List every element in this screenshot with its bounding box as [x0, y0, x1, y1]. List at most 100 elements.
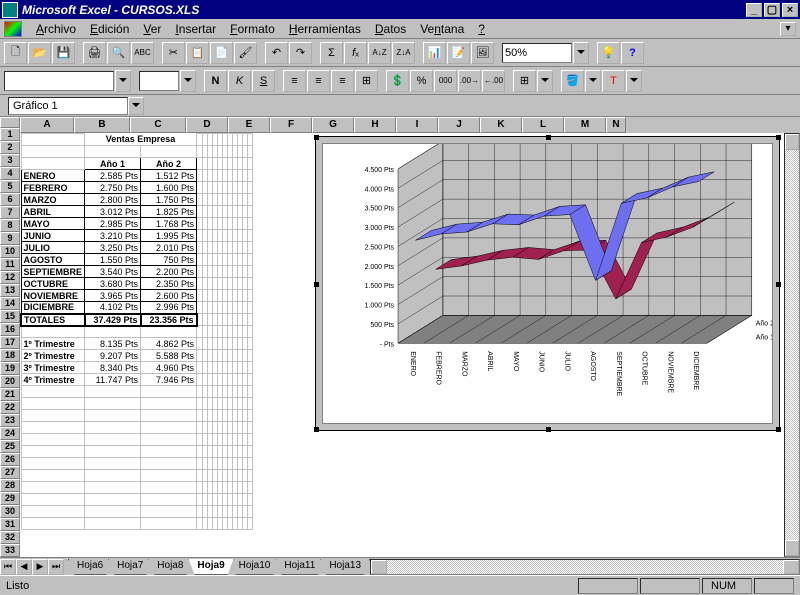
tab-last-button[interactable]: ⏭: [48, 559, 64, 575]
row-header-4[interactable]: 4: [0, 167, 20, 180]
col-header-I[interactable]: I: [396, 117, 438, 133]
row-header-30[interactable]: 30: [0, 505, 20, 518]
row-header-12[interactable]: 12: [0, 271, 20, 284]
col-header-E[interactable]: E: [228, 117, 270, 133]
chart-wizard-button[interactable]: 📊: [423, 42, 446, 64]
row-header-17[interactable]: 17: [0, 336, 20, 349]
row-header-33[interactable]: 33: [0, 544, 20, 557]
row-header-9[interactable]: 9: [0, 232, 20, 245]
scroll-down-button[interactable]: [785, 540, 799, 556]
minimize-button[interactable]: _: [746, 3, 762, 17]
redo-button[interactable]: ↷: [289, 42, 312, 64]
menu-edicion[interactable]: Edición: [90, 22, 129, 36]
excel-logo-icon[interactable]: [4, 21, 22, 37]
row-header-5[interactable]: 5: [0, 180, 20, 193]
sheet-tab-hoja6[interactable]: Hoja6: [68, 559, 112, 575]
menu-formato[interactable]: Formato: [230, 22, 275, 36]
name-box[interactable]: Gráfico 1: [8, 97, 128, 115]
underline-button[interactable]: S: [252, 70, 275, 92]
row-header-28[interactable]: 28: [0, 479, 20, 492]
col-header-G[interactable]: G: [312, 117, 354, 133]
row-header-20[interactable]: 20: [0, 375, 20, 388]
row-header-22[interactable]: 22: [0, 401, 20, 414]
sheet-tab-hoja8[interactable]: Hoja8: [148, 559, 192, 575]
row-header-19[interactable]: 19: [0, 362, 20, 375]
tab-prev-button[interactable]: ◀: [16, 559, 32, 575]
tab-first-button[interactable]: ⏮: [0, 559, 16, 575]
cell-grid[interactable]: Ventas EmpresaAño 1Año 2ENERO2.585 Pts1.…: [20, 133, 253, 530]
close-button[interactable]: ×: [782, 3, 798, 17]
decrease-decimal-button[interactable]: ←.00: [482, 70, 505, 92]
col-header-J[interactable]: J: [438, 117, 480, 133]
font-color-dropdown-button[interactable]: [626, 70, 642, 92]
col-header-H[interactable]: H: [354, 117, 396, 133]
function-button[interactable]: fₓ: [344, 42, 367, 64]
col-header-L[interactable]: L: [522, 117, 564, 133]
format-painter-button[interactable]: 🖌: [234, 42, 257, 64]
fill-color-dropdown-button[interactable]: [585, 70, 601, 92]
row-header-18[interactable]: 18: [0, 349, 20, 362]
row-header-11[interactable]: 11: [0, 258, 20, 271]
zoom-box[interactable]: 50%: [502, 43, 572, 63]
row-header-29[interactable]: 29: [0, 492, 20, 505]
size-dropdown-button[interactable]: [180, 70, 196, 92]
sheet-tab-hoja7[interactable]: Hoja7: [108, 559, 152, 575]
col-header-A[interactable]: A: [20, 117, 74, 133]
row-header-10[interactable]: 10: [0, 245, 20, 258]
text-box-button[interactable]: 📝: [447, 42, 470, 64]
sheet-tab-hoja10[interactable]: Hoja10: [230, 559, 280, 575]
font-dropdown-button[interactable]: [115, 70, 131, 92]
sheet-tab-hoja9[interactable]: Hoja9: [188, 559, 233, 575]
col-header-D[interactable]: D: [186, 117, 228, 133]
row-header-14[interactable]: 14: [0, 297, 20, 310]
row-header-6[interactable]: 6: [0, 193, 20, 206]
size-box[interactable]: [139, 71, 179, 91]
chart-object[interactable]: - Pts500 Pts1.000 Pts1.500 Pts2.000 Pts2…: [315, 136, 780, 431]
col-header-M[interactable]: M: [564, 117, 606, 133]
zoom-dropdown-button[interactable]: [573, 42, 589, 64]
currency-button[interactable]: 💲: [386, 70, 409, 92]
tip-wizard-button[interactable]: 💡: [597, 42, 620, 64]
menu-ayuda[interactable]: ?: [478, 22, 485, 36]
preview-button[interactable]: 🔍: [107, 42, 130, 64]
autosum-button[interactable]: Σ: [320, 42, 343, 64]
save-button[interactable]: 💾: [52, 42, 75, 64]
select-all-corner[interactable]: [0, 117, 20, 128]
row-header-32[interactable]: 32: [0, 531, 20, 544]
col-header-K[interactable]: K: [480, 117, 522, 133]
row-header-7[interactable]: 7: [0, 206, 20, 219]
horizontal-scrollbar[interactable]: [370, 559, 800, 575]
spellcheck-button[interactable]: ABC: [131, 42, 154, 64]
paste-button[interactable]: 📄: [210, 42, 233, 64]
menu-archivo[interactable]: Archivo: [36, 22, 76, 36]
menu-ventana[interactable]: Ventana: [420, 22, 464, 36]
row-header-31[interactable]: 31: [0, 518, 20, 531]
align-right-button[interactable]: ≡: [331, 70, 354, 92]
row-header-24[interactable]: 24: [0, 427, 20, 440]
scroll-up-button[interactable]: [785, 134, 799, 150]
row-header-25[interactable]: 25: [0, 440, 20, 453]
row-header-21[interactable]: 21: [0, 388, 20, 401]
col-header-N[interactable]: N: [606, 117, 626, 133]
borders-dropdown-button[interactable]: [537, 70, 553, 92]
tab-next-button[interactable]: ▶: [32, 559, 48, 575]
fill-color-button[interactable]: 🪣: [561, 70, 584, 92]
col-header-C[interactable]: C: [130, 117, 186, 133]
help-button[interactable]: ?: [621, 42, 644, 64]
row-header-2[interactable]: 2: [0, 141, 20, 154]
row-header-13[interactable]: 13: [0, 284, 20, 297]
font-color-button[interactable]: T: [602, 70, 625, 92]
sort-asc-button[interactable]: A↓Z: [368, 42, 391, 64]
comma-button[interactable]: 000: [434, 70, 457, 92]
scroll-left-button[interactable]: [371, 560, 387, 574]
vertical-scrollbar[interactable]: [784, 133, 800, 557]
row-header-16[interactable]: 16: [0, 323, 20, 336]
menu-datos[interactable]: Datos: [375, 22, 406, 36]
row-header-26[interactable]: 26: [0, 453, 20, 466]
namebox-dropdown-button[interactable]: [128, 97, 144, 115]
menu-insertar[interactable]: Insertar: [175, 22, 216, 36]
row-header-15[interactable]: 15: [0, 310, 20, 323]
cut-button[interactable]: ✂: [162, 42, 185, 64]
bold-button[interactable]: N: [204, 70, 227, 92]
row-header-8[interactable]: 8: [0, 219, 20, 232]
